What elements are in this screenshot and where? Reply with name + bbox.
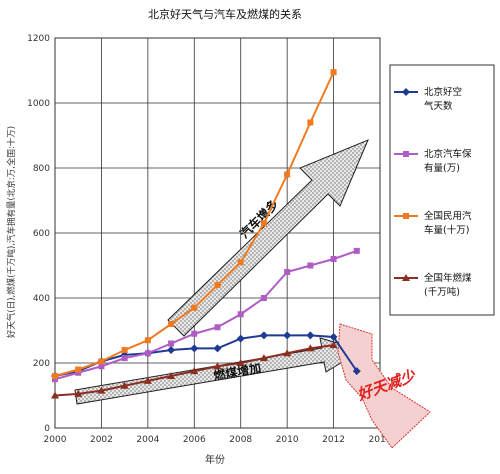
y-tick-label: 200 [33, 359, 50, 369]
legend-label: 全国民用汽车量(十万) [424, 210, 472, 236]
data-point [403, 213, 409, 219]
y-axis-label: 好天气(日),燃煤(千万吨),汽车拥有量(北京:万,全国:十万) [6, 126, 17, 338]
x-tick-label: 2010 [276, 435, 299, 445]
data-point [168, 321, 175, 327]
data-point [306, 331, 315, 340]
data-point [260, 295, 267, 301]
y-tick-label: 1200 [27, 34, 50, 44]
data-point [191, 330, 198, 337]
y-tick-label: 800 [33, 164, 50, 174]
x-tick-label: 2004 [136, 435, 159, 445]
data-point [259, 354, 268, 362]
data-point [213, 344, 222, 353]
x-axis-label: 年份 [205, 453, 225, 466]
data-point [143, 376, 152, 384]
data-point [283, 349, 292, 357]
x-tick-label: 2014 [369, 435, 392, 445]
data-point [329, 341, 338, 349]
x-tick-label: 2000 [44, 435, 67, 445]
data-point [330, 256, 337, 262]
data-point [98, 363, 105, 370]
y-tick-label: 400 [33, 294, 50, 304]
data-point [236, 359, 245, 366]
legend-item: 北京好空气天数 [394, 86, 462, 112]
data-point [167, 372, 176, 379]
y-tick-label: 1000 [27, 99, 50, 109]
data-point [284, 171, 291, 178]
data-point [75, 366, 82, 373]
data-point [307, 119, 314, 126]
data-point [97, 386, 106, 394]
data-point [214, 324, 221, 331]
cars-increase-arrow: 汽车增多 [167, 139, 369, 337]
data-point [237, 311, 244, 318]
x-tick-label: 2006 [183, 435, 206, 445]
series-2 [52, 69, 337, 379]
legend-item: 全国民用汽车量(十万) [394, 210, 472, 236]
data-point [259, 331, 268, 340]
data-point [51, 391, 59, 399]
data-point [52, 373, 58, 379]
legend-label: 全国年燃煤(千万吨) [424, 272, 472, 298]
data-point [98, 358, 105, 365]
good-days-decrease-arrow [337, 323, 431, 449]
data-point [284, 269, 291, 275]
data-point [121, 347, 128, 353]
data-point [190, 367, 199, 375]
series-3 [51, 341, 338, 399]
data-point [120, 381, 129, 389]
data-point [52, 376, 58, 383]
data-point [353, 247, 360, 254]
y-axis-ticks: 0 200 400 600 800 1000 1200 [27, 34, 50, 434]
data-point [214, 282, 221, 288]
data-point [144, 350, 151, 357]
y-tick-label: 600 [33, 229, 50, 239]
data-point [213, 362, 222, 370]
data-point [168, 340, 175, 347]
legend-label: 北京汽车保有量(万) [424, 148, 472, 174]
data-point [283, 331, 292, 340]
data-point [306, 344, 315, 352]
x-tick-label: 2002 [90, 435, 113, 445]
legend-item: 北京汽车保有量(万) [394, 148, 472, 174]
data-point [402, 88, 410, 96]
x-axis-ticks: 2000 2002 2004 2006 2008 2010 2012 2014 [44, 435, 392, 445]
chart-title: 北京好天气与汽车及燃煤的关系 [148, 7, 302, 21]
data-point [403, 151, 409, 157]
legend-box [389, 64, 495, 316]
data-point [74, 389, 83, 397]
data-point [330, 69, 337, 76]
series-layer [51, 69, 361, 399]
series-1 [52, 247, 360, 383]
data-point [236, 334, 245, 343]
data-point [190, 344, 199, 353]
data-point [307, 262, 314, 269]
data-point [352, 367, 361, 376]
x-tick-label: 2008 [229, 435, 252, 445]
legend-label: 北京好空气天数 [424, 86, 462, 112]
y-tick-label: 0 [44, 424, 50, 434]
legend-item: 全国年燃煤(千万吨) [394, 272, 472, 298]
data-point [191, 304, 198, 311]
data-point [237, 259, 244, 266]
series-line [54, 249, 358, 381]
data-point [167, 346, 176, 354]
data-point [121, 355, 128, 362]
x-tick-label: 2012 [322, 435, 345, 445]
data-point [329, 333, 338, 341]
data-point [402, 274, 410, 281]
data-point [75, 369, 82, 376]
data-point [144, 337, 151, 344]
data-point [260, 220, 267, 227]
